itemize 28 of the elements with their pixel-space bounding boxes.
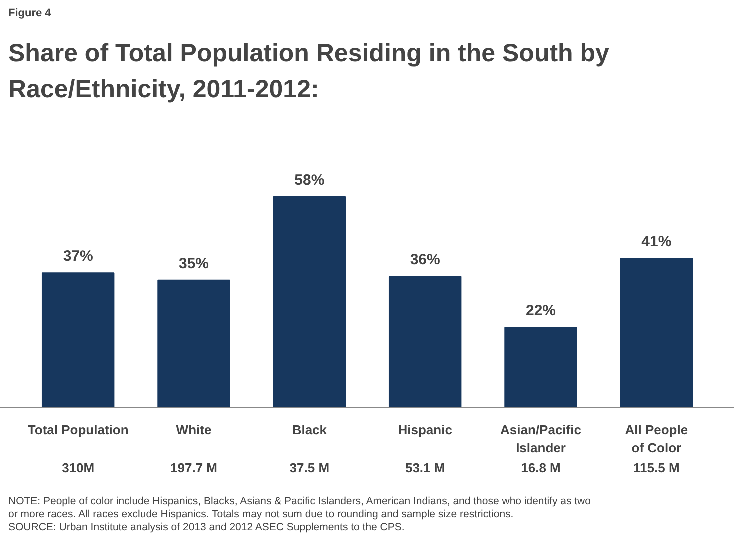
data-label: 22% [526,302,556,320]
text: 197.7 M [170,460,218,476]
text: 310M [62,460,95,476]
x-tick-label: All People of Color [625,422,688,456]
text: NOTE: People of color include Hispanics, Blacks, Asians & Pacific Islanders, American Indians, and those who identify as two or more races. All races exclude Hispanics. Totals may not sum due to rounding and sample size restrictions. [8,496,592,520]
x-tick-label: Asian/Pacific Islander [500,422,582,456]
x-tick-label: Hispanic [398,422,452,438]
bar [388,276,462,408]
text: 37.5 M [290,460,330,476]
chart-subtitle: Figure 4 [8,8,52,20]
x-tick-label: Total Population [28,422,129,438]
bar [42,272,115,408]
bar [620,258,694,408]
bar [273,196,346,408]
data-label: 37% [63,248,94,266]
source-note: SOURCE: Urban Institute analysis of 2013 and 2012 ASEC Supplements to the CPS. [8,522,405,534]
x-tick-label: Black [292,422,328,438]
data-label: 36% [410,252,440,269]
data-label: 35% [178,255,210,272]
x-tick-label: White [176,422,212,438]
bar [158,280,230,408]
text: 53.1 M [405,460,446,476]
chart-title: Share of Total Population Residing in the South by Race/Ethnicity, 2011-2012: [8,40,610,104]
bar [504,327,578,408]
data-label: 41% [642,234,672,251]
data-label: 58% [294,172,325,189]
text: 115.5 M [634,460,680,476]
text: 16.8 M [521,460,561,476]
